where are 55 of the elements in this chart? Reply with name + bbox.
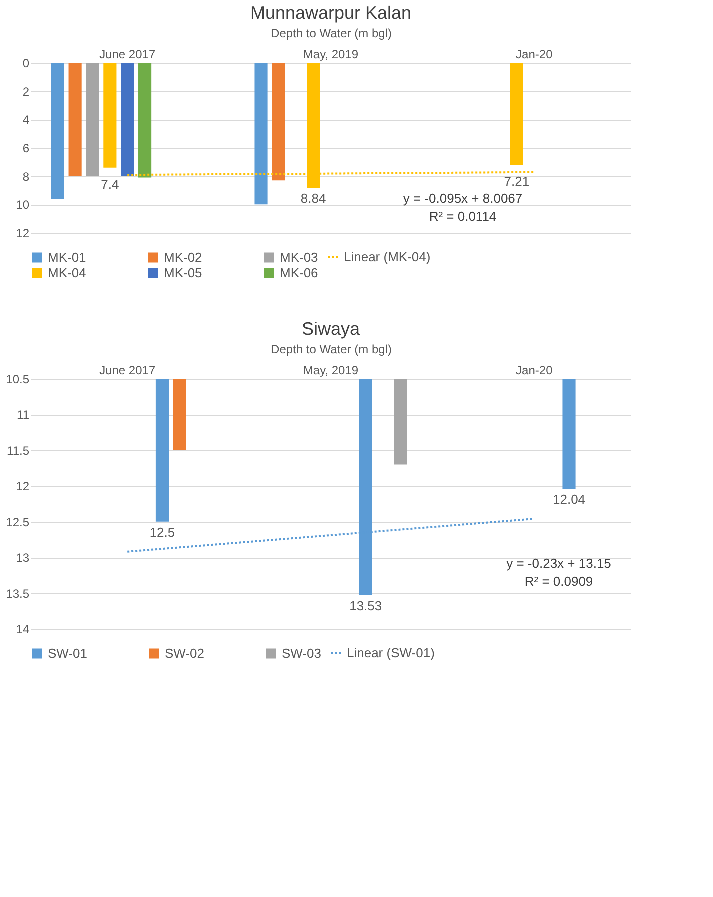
x-tick-label: May, 2019 bbox=[303, 364, 359, 378]
y-tick-label: 12 bbox=[16, 226, 30, 240]
y-tick-label: 2 bbox=[22, 84, 30, 99]
bar bbox=[138, 63, 152, 178]
bar bbox=[272, 63, 286, 181]
x-axis-title: Depth to Water (m bgl) bbox=[271, 26, 392, 40]
legend-label: MK-01 bbox=[48, 250, 86, 265]
legend-label: SW-01 bbox=[48, 646, 88, 661]
chart-title: Munnawarpur Kalan bbox=[250, 3, 412, 23]
y-tick-label: 0 bbox=[22, 56, 30, 70]
y-tick-label: 12 bbox=[16, 480, 30, 494]
y-tick-label: 13.5 bbox=[6, 586, 30, 601]
x-tick-label: May, 2019 bbox=[303, 48, 359, 62]
legend-label: Linear (MK-04) bbox=[344, 250, 431, 264]
x-tick-label: Jan-20 bbox=[516, 364, 554, 378]
annotation: y = -0.23x + 13.15 bbox=[506, 556, 612, 571]
legend-label: MK-06 bbox=[280, 266, 318, 280]
y-tick-label: 6 bbox=[22, 142, 30, 156]
bar bbox=[68, 63, 82, 176]
y-tick-label: 11.5 bbox=[7, 444, 30, 458]
data-label: 8.84 bbox=[300, 191, 326, 206]
bar bbox=[51, 63, 64, 199]
annotation: R² = 0.0114 bbox=[429, 209, 497, 224]
y-tick-label: 11 bbox=[17, 408, 30, 422]
legend-label: Linear (SW-01) bbox=[347, 646, 435, 660]
legend-label: SW-03 bbox=[282, 646, 322, 661]
x-tick-label: June 2017 bbox=[100, 364, 156, 378]
legend-label: MK-02 bbox=[164, 250, 202, 265]
bar bbox=[254, 63, 268, 205]
data-label: 7.4 bbox=[101, 176, 120, 192]
y-tick-label: 12.5 bbox=[6, 515, 30, 530]
y-tick-label: 8 bbox=[22, 170, 30, 184]
data-label: 13.53 bbox=[350, 598, 382, 614]
y-tick-label: 14 bbox=[16, 622, 30, 636]
annotation: R² = 0.0909 bbox=[524, 574, 594, 589]
y-tick-label: 10.5 bbox=[6, 372, 30, 386]
bar bbox=[121, 63, 134, 176]
data-label: 7.21 bbox=[504, 174, 530, 190]
bar bbox=[86, 63, 100, 176]
legend-label: MK-04 bbox=[48, 266, 86, 280]
data-label: 12.04 bbox=[552, 492, 586, 507]
bar bbox=[510, 63, 524, 166]
chart-title: Siwaya bbox=[302, 319, 361, 339]
legend-label: SW-02 bbox=[165, 646, 204, 661]
legend-label: MK-03 bbox=[280, 250, 318, 265]
y-tick-label: 13 bbox=[16, 551, 30, 566]
bar bbox=[104, 63, 117, 168]
data-label: 12.5 bbox=[150, 524, 176, 540]
legend-label: MK-05 bbox=[164, 266, 202, 280]
y-tick-label: 4 bbox=[22, 113, 30, 128]
x-tick-label: Jan-20 bbox=[516, 48, 554, 62]
y-tick-label: 10 bbox=[16, 198, 30, 212]
annotation: y = -0.095x + 8.0067 bbox=[403, 191, 523, 206]
x-tick-label: June 2017 bbox=[100, 48, 156, 62]
x-axis-title: Depth to Water (m bgl) bbox=[271, 342, 392, 356]
